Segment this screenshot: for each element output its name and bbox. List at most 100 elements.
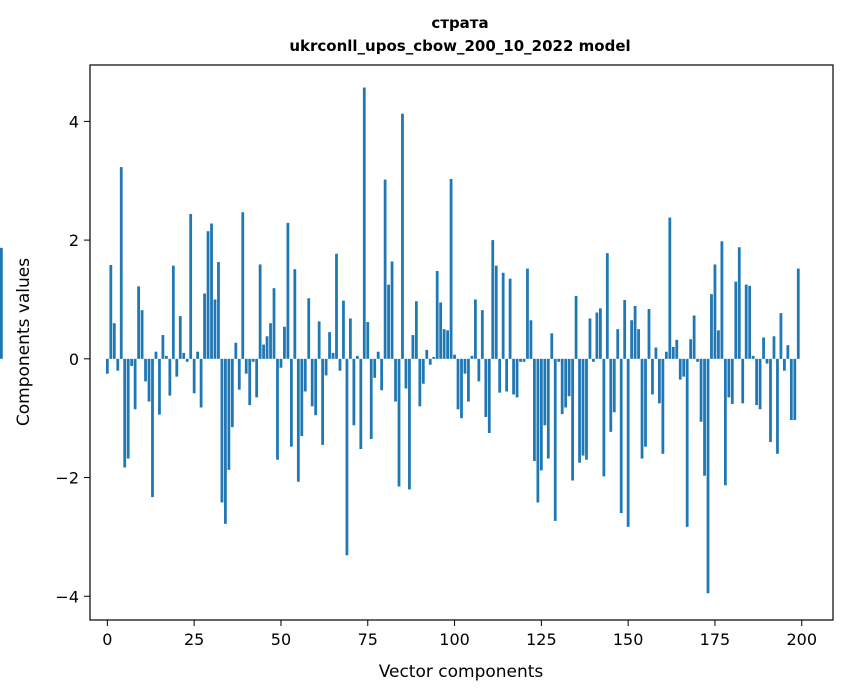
bar-66	[335, 253, 338, 359]
bar-88	[411, 335, 415, 359]
bar-45	[262, 344, 265, 359]
bar-67	[338, 358, 342, 371]
bar-183	[741, 358, 745, 404]
bar-50	[279, 358, 283, 368]
bar-43	[255, 358, 259, 398]
x-tick-label: 125	[526, 630, 557, 649]
bar-199	[796, 268, 800, 359]
bar-109	[484, 358, 488, 417]
bar-17	[164, 355, 168, 359]
bar-127	[546, 358, 550, 459]
bar-22	[182, 352, 186, 359]
bar-28	[203, 293, 206, 359]
bar-38	[237, 358, 241, 390]
bar-176	[717, 330, 720, 359]
bar-103	[463, 358, 467, 374]
bar-189	[762, 337, 765, 359]
bar-155	[644, 358, 647, 447]
bar-68	[342, 300, 345, 359]
y-tick-label: 4	[69, 112, 79, 131]
bar-1	[109, 265, 113, 359]
bar-86	[404, 358, 408, 389]
bar-70	[349, 318, 352, 359]
bar-97	[442, 329, 446, 359]
bar-81	[387, 284, 390, 359]
x-axis-ticks: 0 25 50 75 100 125 150 175 200	[102, 620, 817, 649]
x-tick-label: 0	[102, 630, 112, 649]
x-tick-label: 75	[358, 630, 378, 649]
bar-194	[779, 313, 783, 359]
bar-42	[251, 358, 255, 362]
bar-39	[241, 212, 245, 359]
bar-132	[564, 358, 568, 408]
bar-102	[460, 358, 463, 419]
bar-100	[453, 354, 456, 359]
bar-37	[234, 342, 238, 359]
bar-32	[217, 262, 220, 359]
bar-15	[158, 358, 161, 415]
bar-51	[283, 326, 286, 359]
bar-84	[397, 358, 401, 487]
bar-52	[286, 222, 290, 359]
bar-175	[713, 264, 717, 359]
bar-49	[276, 358, 279, 460]
bar-72	[355, 355, 359, 359]
bar-53	[289, 358, 293, 447]
bar-91	[421, 358, 425, 384]
bar-46	[265, 336, 269, 359]
bar-139	[588, 318, 592, 359]
bar-35	[227, 358, 231, 470]
bar-191	[769, 358, 772, 442]
bar-180	[730, 358, 734, 404]
bar-153	[637, 329, 640, 359]
bar-184	[744, 284, 748, 359]
x-tick-label: 200	[786, 630, 817, 649]
bar-36	[230, 358, 234, 428]
bar-187	[755, 358, 759, 406]
bar-120	[522, 358, 526, 362]
bar-85	[401, 113, 404, 359]
bar-190	[765, 358, 769, 364]
bar-110	[487, 358, 491, 434]
bar-90	[418, 358, 422, 407]
bar-61	[317, 321, 321, 359]
bar-8	[133, 358, 137, 410]
bar-146	[612, 358, 616, 413]
bar-94	[432, 357, 436, 359]
bar-101	[456, 358, 460, 410]
bar-116	[508, 278, 512, 359]
bar-2	[112, 323, 116, 359]
bar-13	[151, 358, 154, 498]
bar-20	[175, 358, 179, 377]
bar-137	[581, 358, 585, 456]
bar-173	[706, 358, 710, 594]
bar-54	[293, 269, 297, 359]
bar-141	[595, 312, 599, 359]
bar-82	[390, 261, 394, 359]
bar-40	[244, 358, 248, 374]
bar-24	[189, 213, 193, 359]
bar-166	[682, 358, 686, 377]
bar-58	[307, 298, 311, 359]
bar-154	[640, 358, 644, 459]
bar-4	[119, 167, 123, 359]
bar-62	[321, 358, 325, 445]
bar-118	[515, 358, 519, 398]
bar-80	[383, 179, 387, 359]
bar-25	[192, 358, 196, 394]
bar-30	[210, 223, 213, 359]
plot-area-frame	[89, 64, 834, 621]
chart-subtitle: ukrconll_upos_cbow_200_10_2022 model	[289, 37, 630, 55]
y-axis-ticks: −4 −2 0 2 4	[55, 112, 90, 606]
bar-131	[560, 358, 564, 415]
bar-122	[529, 320, 533, 359]
bar-152	[633, 305, 637, 359]
bar-31	[213, 299, 217, 359]
bar-65	[331, 352, 335, 359]
x-tick-label: 50	[271, 630, 291, 649]
bar-93	[428, 358, 432, 365]
bar-14	[154, 351, 158, 359]
y-tick-label: −2	[55, 469, 79, 488]
bar-12	[147, 358, 151, 402]
bar-149	[623, 300, 627, 359]
